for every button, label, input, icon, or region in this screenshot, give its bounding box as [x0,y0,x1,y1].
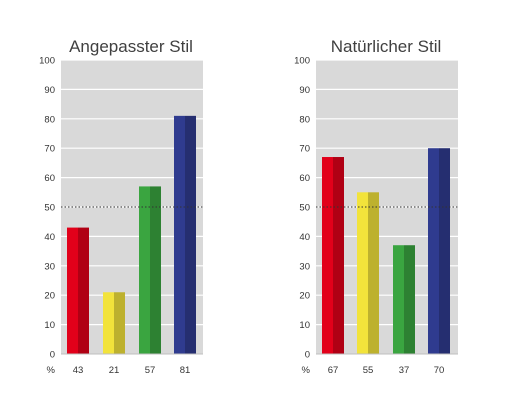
bar-3-front [139,186,150,354]
y-tick-label: 50 [44,203,55,214]
y-tick-label: 0 [305,350,310,361]
y-tick-label: 90 [44,85,55,96]
y-tick-label: 10 [44,320,55,331]
y-tick-label: 0 [50,350,55,361]
bar-value-label: 55 [363,365,374,376]
bar-value-label: 81 [180,365,191,376]
bar-1-front [67,227,78,354]
bar-3-side [150,186,161,354]
bar-4-front [174,115,185,354]
y-tick-label: 10 [299,320,310,331]
bar-value-label: 43 [73,365,84,376]
bar-3-front [393,245,404,354]
value-unit-label: % [302,365,311,376]
bar-value-label: 37 [399,365,410,376]
bar-1-front [322,157,333,354]
y-tick-label: 100 [39,56,55,67]
y-tick-label: 40 [299,232,310,243]
y-tick-label: 50 [299,203,310,214]
y-tick-label: 60 [44,173,55,184]
y-tick-label: 80 [44,114,55,125]
bar-value-label: 57 [145,365,156,376]
bar-2-front [103,292,114,354]
bar-2-front [357,192,368,354]
chart-title: Natürlicher Stil [331,37,442,56]
chart-panel-1: Angepasster Stil 0 10 20 30 40 50 60 70 80 90 100 43… [39,37,203,376]
value-unit-label: % [47,365,56,376]
bar-4-side [439,148,450,354]
y-tick-label: 70 [44,144,55,155]
bar-value-label: 67 [328,365,339,376]
y-tick-label: 40 [44,232,55,243]
bar-2-side [368,192,379,354]
chart-title: Angepasster Stil [69,37,193,56]
bar-2-side [114,292,125,354]
bar-1-side [78,227,89,354]
y-tick-label: 30 [299,261,310,272]
y-tick-label: 20 [299,291,310,302]
bar-1-side [333,157,344,354]
y-tick-label: 70 [299,144,310,155]
y-tick-label: 20 [44,291,55,302]
y-tick-label: 80 [299,114,310,125]
chart-panel-2: Natürlicher Stil 0 10 20 30 40 50 60 70 80 90 100 67… [294,37,458,376]
y-tick-label: 60 [299,173,310,184]
bar-value-label: 70 [434,365,445,376]
bar-3-side [404,245,415,354]
bar-4-side [185,115,196,354]
y-tick-label: 90 [299,85,310,96]
bar-4-front [428,148,439,354]
bar-value-label: 21 [109,365,120,376]
y-tick-label: 100 [294,56,310,67]
y-tick-label: 30 [44,261,55,272]
